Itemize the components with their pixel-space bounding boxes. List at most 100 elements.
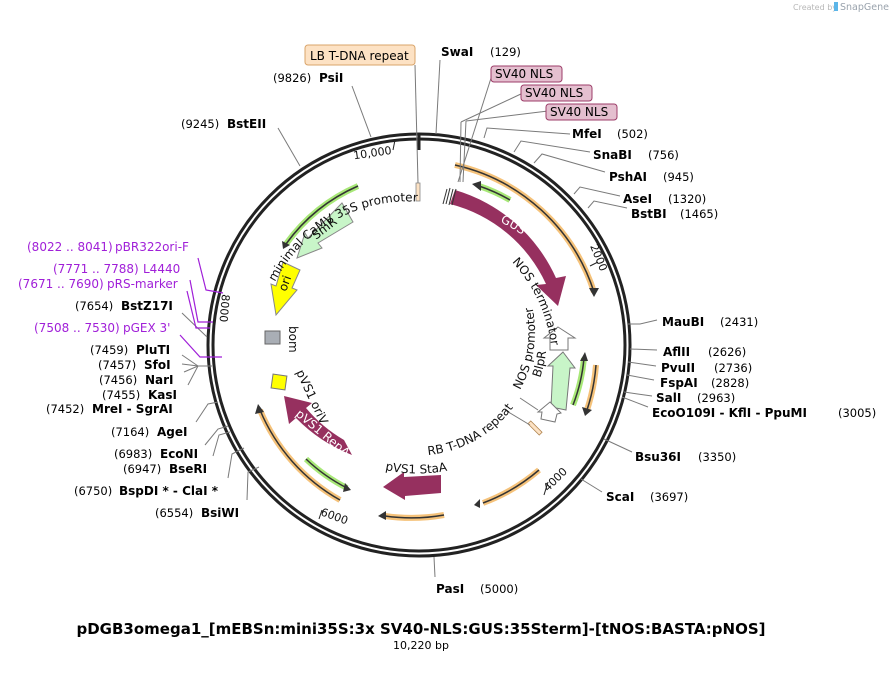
site-maubi[interactable]: MauBI (2431)	[628, 315, 758, 329]
site-snabi[interactable]: SnaBI (756)	[513, 140, 679, 162]
site-nari[interactable]: (7456) NarI	[99, 373, 174, 387]
feature-label-bom: bom	[286, 326, 300, 353]
svg-text:(756): (756)	[648, 148, 679, 162]
tick-6000: 6000	[319, 506, 350, 528]
svg-text:pRS-marker: pRS-marker	[107, 277, 178, 291]
site-sali[interactable]: SalI (2963)	[623, 391, 735, 405]
site-bspdi-clai[interactable]: (6750) BspDI * - ClaI *	[74, 466, 260, 501]
svg-text:PvuII: PvuII	[661, 361, 695, 375]
svg-text:BseRI: BseRI	[169, 462, 207, 476]
svg-text:pBR322ori-F: pBR322ori-F	[115, 240, 189, 254]
boxed-feature-lb-repeat[interactable]: LB T-DNA repeat	[304, 44, 419, 184]
primer-pgex-3[interactable]: (7508 .. 7530) pGEX 3'	[34, 321, 222, 358]
boxed-feature-sv40-nls-1[interactable]: SV40 NLS	[457, 65, 563, 183]
svg-text:(1465): (1465)	[680, 207, 718, 221]
site-econi[interactable]: (6983) EcoNI	[114, 431, 231, 461]
sv40-nls-label-2: SV40 NLS	[525, 86, 583, 100]
feature-pvs1-staa[interactable]	[383, 472, 441, 500]
svg-text:SnaBI: SnaBI	[593, 148, 632, 162]
site-bstbi[interactable]: BstBI (1465)	[587, 200, 718, 221]
site-sfoi[interactable]: (7457) SfoI	[98, 358, 171, 372]
site-ecoo109i-kfli-ppumi[interactable]: EcoO109I - KflI - PpuMI (3005)	[621, 396, 876, 420]
feature-pvs1-oriv[interactable]	[270, 373, 288, 391]
svg-text:(129): (129)	[490, 45, 521, 59]
svg-text:BsiWI: BsiWI	[201, 506, 239, 520]
svg-text:SfoI: SfoI	[144, 358, 171, 372]
svg-text:(1320): (1320)	[668, 192, 706, 206]
snapgene-text: SnapGene	[840, 2, 889, 13]
site-pasi[interactable]: PasI (5000)	[433, 556, 518, 596]
green-orfs	[282, 181, 588, 492]
svg-text:(7456): (7456)	[99, 373, 137, 387]
svg-text:Bsu36I: Bsu36I	[635, 450, 681, 464]
site-scai[interactable]: ScaI (3697)	[580, 478, 688, 504]
feature-label-blpr: BlpR	[530, 350, 549, 379]
site-swai[interactable]: SwaI (129)	[435, 45, 521, 135]
svg-text:EcoO109I - KflI - PpuMI: EcoO109I - KflI - PpuMI	[652, 406, 807, 420]
site-agei[interactable]: (7164) AgeI	[111, 425, 229, 446]
site-fspai[interactable]: FspAI (2828)	[626, 374, 749, 390]
tick-10000: 10,000	[352, 144, 392, 162]
feature-label-nos-promoter: NOS promoter	[510, 306, 538, 391]
created-by-text: Created by	[793, 3, 837, 12]
svg-text:(7508 .. 7530): (7508 .. 7530)	[34, 321, 120, 335]
site-cluster-7459[interactable]	[181, 354, 212, 386]
site-bsiwi[interactable]: (6554) BsiWI	[155, 506, 239, 520]
svg-text:AseI: AseI	[623, 192, 652, 206]
site-mfei[interactable]: MfeI (502)	[483, 127, 648, 141]
svg-text:(7164): (7164)	[111, 425, 149, 439]
svg-text:(945): (945)	[663, 170, 694, 184]
svg-text:(2736): (2736)	[714, 361, 752, 375]
svg-text:PsiI: PsiI	[319, 71, 343, 85]
primer-l4440[interactable]: (7771 .. 7788) L4440	[53, 262, 213, 323]
site-pshai[interactable]: PshAI (945)	[533, 153, 694, 184]
svg-text:BstEII: BstEII	[227, 117, 266, 131]
svg-text:(9245): (9245)	[181, 117, 219, 131]
restriction-sites-right: SwaI (129) MfeI (502) SnaBI (756) PshAI …	[433, 45, 876, 596]
svg-text:(7654): (7654)	[75, 299, 113, 313]
svg-text:(3697): (3697)	[650, 490, 688, 504]
restriction-sites-left: (9826) PsiI (9245) BstEII (7654) BstZ17I…	[46, 71, 372, 520]
boxed-feature-sv40-nls-3[interactable]: SV40 NLS	[462, 103, 618, 183]
site-bsteii[interactable]: (9245) BstEII	[181, 117, 301, 167]
svg-text:(9826): (9826)	[273, 71, 311, 85]
site-pvuii[interactable]: PvuII (2736)	[627, 361, 752, 375]
site-aflii[interactable]: AflII (2626)	[629, 345, 746, 359]
svg-text:(7771 .. 7788): (7771 .. 7788)	[53, 262, 139, 276]
boxed-feature-sv40-nls-2[interactable]: SV40 NLS	[459, 84, 593, 183]
sv40-nls-label-1: SV40 NLS	[495, 67, 553, 81]
svg-text:PasI: PasI	[436, 582, 464, 596]
svg-text:FspAI: FspAI	[660, 376, 698, 390]
primer-prs-marker[interactable]: (7671 .. 7690) pRS-marker	[18, 277, 210, 329]
site-bstz17i[interactable]: (7654) BstZ17I	[75, 299, 208, 338]
site-pluti[interactable]: (7459) PluTI	[90, 343, 170, 357]
primer-pbr322ori-f[interactable]: (8022 .. 8041) pBR322ori-F	[27, 240, 224, 294]
orf-arrows	[255, 162, 599, 521]
svg-text:(7455): (7455)	[102, 388, 140, 402]
site-psii[interactable]: (9826) PsiI	[273, 71, 372, 138]
svg-text:BstZ17I: BstZ17I	[121, 299, 173, 313]
svg-text:PluTI: PluTI	[136, 343, 170, 357]
site-bsu36i[interactable]: Bsu36I (3350)	[603, 438, 736, 464]
site-bseri[interactable]: (6947) BseRI	[123, 447, 245, 479]
svg-text:(7459): (7459)	[90, 343, 128, 357]
svg-text:(2963): (2963)	[697, 391, 735, 405]
svg-text:ScaI: ScaI	[606, 490, 634, 504]
feature-label-ori: ori	[276, 274, 294, 293]
svg-text:AflII: AflII	[663, 345, 690, 359]
feature-bom[interactable]	[264, 330, 281, 345]
svg-text:(5000): (5000)	[480, 582, 518, 596]
svg-text:(8022 .. 8041): (8022 .. 8041)	[27, 240, 113, 254]
site-mrei-sgrai[interactable]: (7452) MreI - SgrAI	[46, 401, 219, 423]
feature-blpr-cassette[interactable]	[504, 326, 577, 436]
svg-text:(7457): (7457)	[98, 358, 136, 372]
feature-ori[interactable]: ori	[270, 261, 301, 317]
svg-text:MfeI: MfeI	[572, 127, 602, 141]
svg-text:MreI - SgrAI: MreI - SgrAI	[92, 402, 173, 416]
site-asei[interactable]: AseI (1320)	[573, 186, 706, 206]
plasmid-title: pDGB3omega1_[mEBSn:mini35S:3x SV40-NLS:G…	[76, 620, 765, 638]
svg-text:(6554): (6554)	[155, 506, 193, 520]
site-kasi[interactable]: (7455) KasI	[102, 388, 177, 402]
primers: (8022 .. 8041) pBR322ori-F (7771 .. 7788…	[18, 240, 224, 358]
